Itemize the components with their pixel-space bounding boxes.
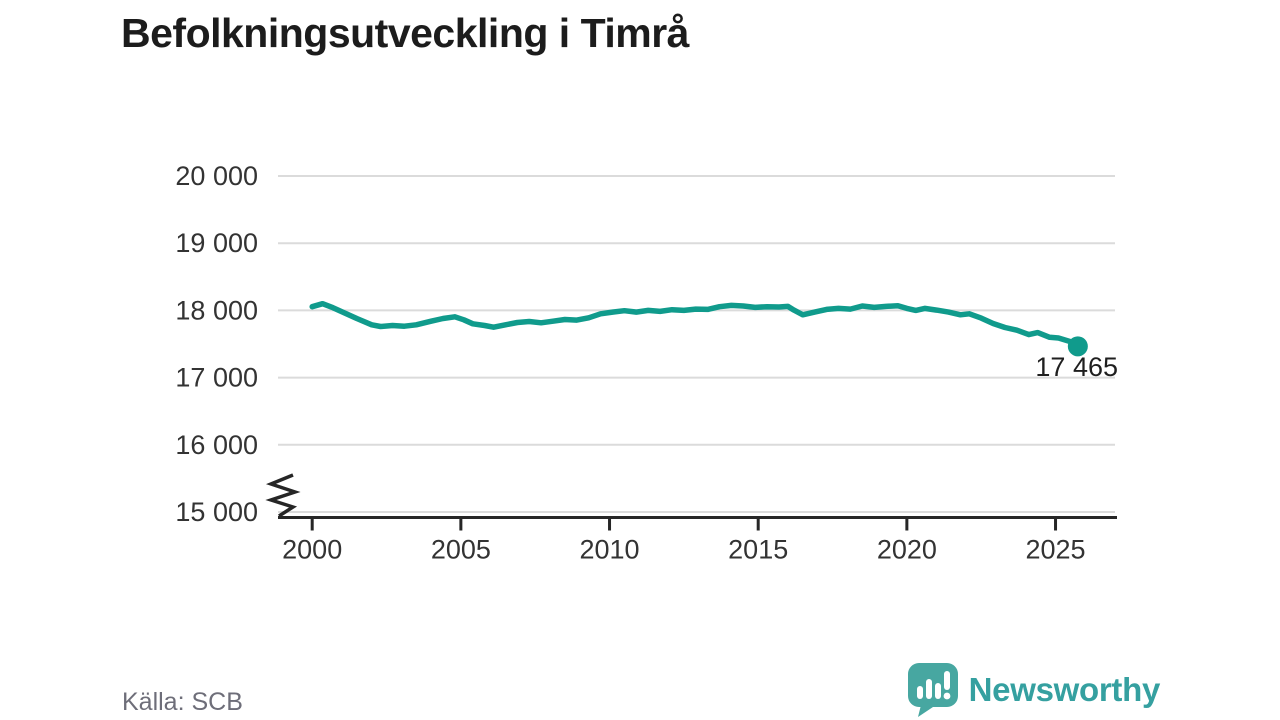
y-tick-label-20000: 20 000: [175, 161, 258, 191]
y-tick-label-18000: 18 000: [175, 295, 258, 325]
newsworthy-speech-bubble-chart-icon: [907, 663, 958, 717]
x-tick-label-2015: 2015: [728, 535, 788, 565]
x-tick-label-2000: 2000: [282, 535, 342, 565]
end-value-label: 17 465: [1035, 352, 1118, 382]
x-tick-label-2025: 2025: [1025, 535, 1085, 565]
y-tick-label-15000: 15 000: [175, 497, 258, 527]
y-axis-break-icon: [265, 473, 301, 518]
end-point-dot: [1067, 336, 1088, 357]
x-tick-label-2020: 2020: [877, 535, 937, 565]
x-tick-label-2005: 2005: [431, 535, 491, 565]
newsworthy-logo: Newsworthy: [907, 662, 1160, 718]
chart-title: Befolkningsutveckling i Timrå: [121, 10, 690, 56]
source-label: Källa: SCB: [122, 688, 243, 716]
y-tick-label-19000: 19 000: [175, 228, 258, 258]
population-line: [309, 300, 1081, 350]
newsworthy-logo-text: Newsworthy: [968, 671, 1161, 708]
y-tick-label-16000: 16 000: [175, 430, 258, 460]
y-tick-label-17000: 17 000: [175, 363, 258, 393]
x-tick-label-2010: 2010: [579, 535, 639, 565]
